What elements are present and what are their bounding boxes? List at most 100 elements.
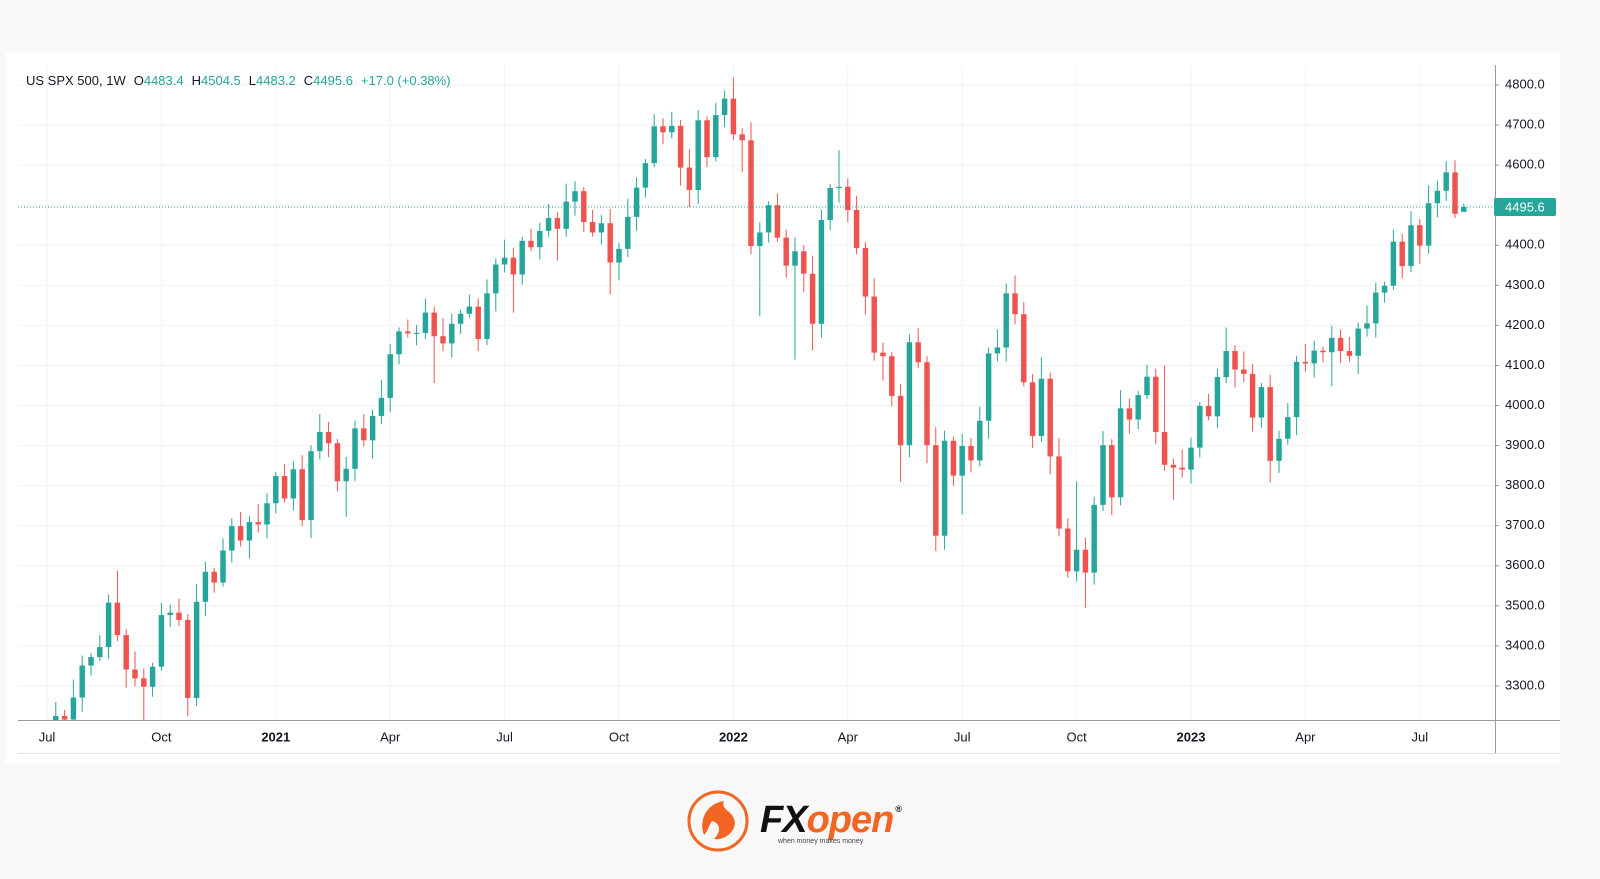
y-tick-label: 4800.0 [1505,76,1545,91]
candle-body [1399,241,1405,267]
candle-body [660,126,666,133]
candle-body [1188,447,1194,470]
candle-body [669,125,675,133]
candle-body [880,352,886,357]
candle-body [1355,328,1361,356]
candle-body [1073,549,1080,572]
candle-body [625,216,631,249]
candle-body [1443,172,1449,191]
candle-body [818,220,825,324]
candle-body [61,715,68,720]
candle-body [176,612,182,620]
candle-body [158,615,165,667]
candle-body [114,602,121,636]
y-tick-label: 3700.0 [1505,517,1545,532]
candle-body [1276,438,1282,461]
candle-body [1434,190,1441,204]
candle-body [1329,337,1335,353]
candle-body [484,293,490,340]
candle-body [1232,351,1238,370]
candle-body [809,273,816,324]
last-price-label: 4495.6 [1505,199,1545,214]
x-tick-label: Jul [39,729,56,744]
candle-body [792,251,798,266]
candle-body [475,306,481,340]
candle-body [149,666,156,687]
candle-body [325,431,332,444]
candle-body [97,647,103,658]
tagline: when money makes money [777,838,864,845]
x-tick-label: Apr [380,729,401,744]
candle-body [246,522,253,541]
candle-body [765,205,772,233]
candle-body [642,163,649,188]
last-price-tag [1494,197,1556,216]
candle-body [220,550,226,583]
candle-body [1038,378,1045,436]
candle-body [1425,203,1432,246]
logo-ring [687,790,749,852]
y-tick-label: 4100.0 [1505,357,1545,372]
candle-body [1021,314,1027,383]
candle-body [1293,361,1300,418]
candle-body [387,354,393,398]
candle-body [1091,504,1097,573]
candle-body [79,665,85,698]
candle-body [554,218,561,229]
candle-body [519,240,525,275]
candle-body [994,347,1001,354]
candle-body [1241,369,1247,374]
candle-body [53,715,59,720]
x-tick-label: Oct [609,729,630,744]
candle-body [167,612,173,616]
candle-body [616,248,622,263]
x-tick-label: 2023 [1177,729,1206,744]
candle-body [396,331,402,355]
candle-body [202,571,209,602]
legend-key: O [134,73,144,88]
candle-body [871,296,877,353]
brand-mark: ® [895,804,902,814]
candle-body [1452,172,1458,214]
candle-body [845,186,851,211]
candle-body [783,237,789,266]
chart-panel [6,53,1560,764]
candle-body [1258,387,1265,418]
candle-body [237,526,244,541]
candle-body [924,362,930,446]
candle-body [695,120,701,190]
y-tick-label: 4300.0 [1505,277,1545,292]
x-tick-label: 2022 [719,729,748,744]
x-tick-label: Apr [838,729,859,744]
candle-body [739,134,745,141]
candle-body [1311,350,1317,364]
candle-body [229,526,235,551]
candle-body [968,445,974,461]
y-tick-label: 4200.0 [1505,317,1545,332]
candle-body [141,678,147,687]
candle-body [1144,376,1150,396]
y-tick-label: 3500.0 [1505,597,1545,612]
candle-body [1373,292,1379,324]
candle-body [273,476,279,504]
candle-body [563,201,569,229]
candle-body [713,115,719,158]
candle-body [281,476,288,499]
x-tick-label: Jul [1411,729,1428,744]
x-tick-label: 2021 [261,729,290,744]
candle-body [607,223,613,263]
candle-body [1205,405,1212,417]
axes: 3300.0 3400.0 3500.0 3600.0 3700.0 3800.0 3900… [18,76,1556,744]
candle-body [1117,408,1124,498]
candle-body [1285,417,1291,439]
candle-body [1170,464,1177,468]
candle-body [422,312,429,334]
x-tick-label: Oct [151,729,172,744]
candle-body [449,323,455,344]
candle-body [70,697,77,720]
candle-body [123,635,129,670]
candle-body [1012,293,1018,315]
candle-body [193,601,200,698]
y-tick-label: 3400.0 [1505,637,1545,652]
candle-body [255,522,261,525]
